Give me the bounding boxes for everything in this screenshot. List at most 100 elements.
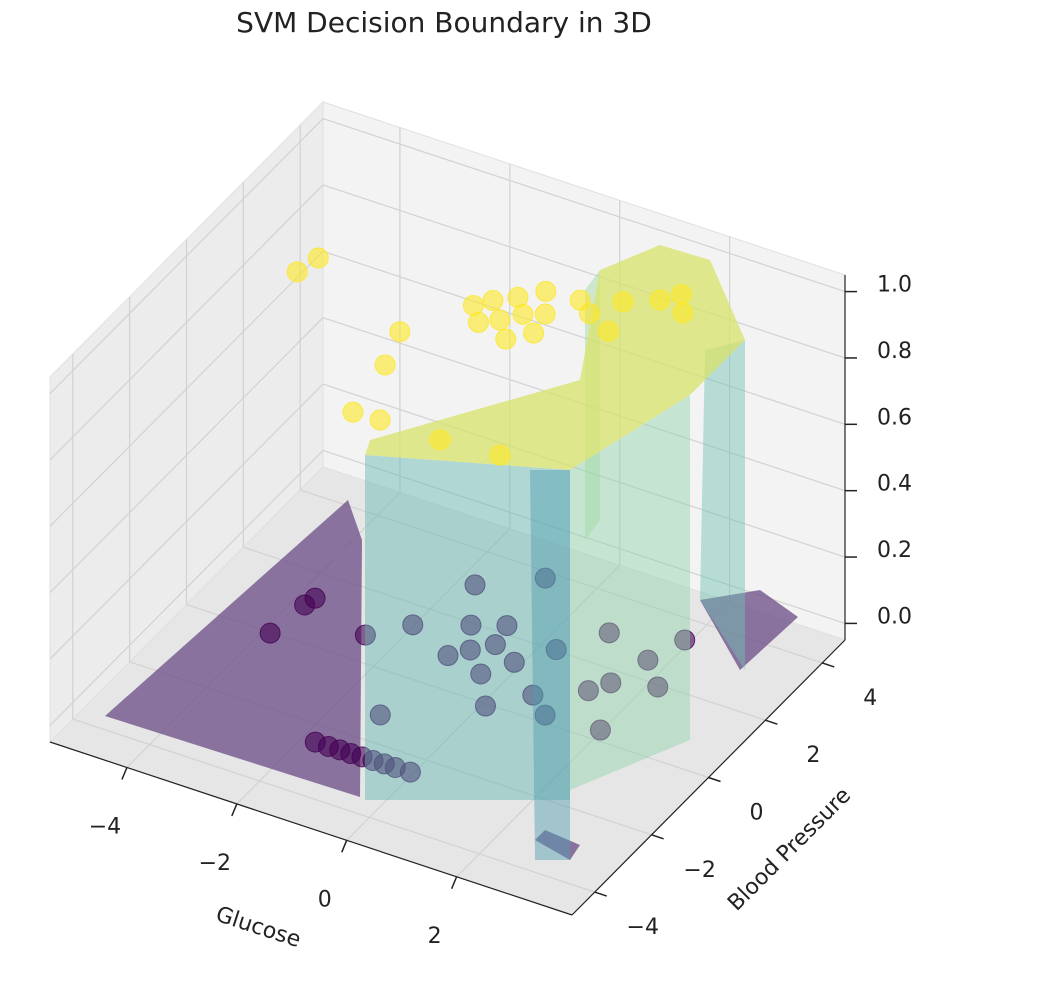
x-tick-label: 0 xyxy=(318,887,332,912)
y-axis-label: Blood Pressure xyxy=(723,783,856,916)
data-point xyxy=(482,290,504,312)
y-tick xyxy=(765,719,778,725)
data-point xyxy=(534,567,556,589)
data-point xyxy=(259,622,281,644)
data-point xyxy=(612,291,634,313)
y-tick-label: −4 xyxy=(627,915,659,940)
data-point xyxy=(598,622,620,644)
data-point xyxy=(342,401,364,423)
data-point xyxy=(429,429,451,451)
grid-line xyxy=(322,383,846,558)
grid-line xyxy=(49,118,324,395)
axes: −4 −2 0 2 −4 −2 0 2 4 0.0 0.2 0.4 0.6 0.8 1.0 xyxy=(49,273,912,949)
data-point xyxy=(577,680,599,702)
data-point xyxy=(369,409,391,431)
data-point xyxy=(374,354,396,376)
grid-line xyxy=(322,118,846,293)
data-point xyxy=(597,320,619,342)
data-point xyxy=(522,684,544,706)
data-point xyxy=(534,704,556,726)
data-point xyxy=(484,634,506,656)
data-point xyxy=(670,283,692,305)
x-tick xyxy=(341,840,348,853)
data-point xyxy=(489,444,511,466)
data-point xyxy=(674,629,696,651)
grid-line xyxy=(49,449,324,726)
surface-wall xyxy=(570,395,690,790)
grid-line xyxy=(322,250,846,425)
surface-floor-front xyxy=(535,830,580,860)
y-axis-line xyxy=(571,639,846,916)
data-point xyxy=(649,289,671,311)
y-tick-label: 0 xyxy=(750,801,764,826)
surface-wall xyxy=(700,340,745,670)
x-tick-label: −4 xyxy=(89,814,121,839)
x-tick xyxy=(121,767,128,780)
data-point xyxy=(304,587,326,609)
data-point xyxy=(437,645,459,667)
data-point xyxy=(489,309,511,331)
data-point xyxy=(399,761,421,783)
data-point xyxy=(402,614,424,636)
grid-line xyxy=(49,184,324,461)
data-point xyxy=(589,719,611,741)
grid-line xyxy=(49,250,324,527)
grid-line xyxy=(49,383,324,660)
x-tick-label: 2 xyxy=(428,924,442,949)
surface-floor xyxy=(105,500,798,860)
data-point xyxy=(459,639,481,661)
x-axis-line xyxy=(49,741,573,916)
z-tick-label: 0.6 xyxy=(877,405,912,430)
data-point xyxy=(507,286,529,308)
surface-floor-right xyxy=(700,590,798,670)
data-point xyxy=(647,676,669,698)
data-point xyxy=(307,247,329,269)
y-tick xyxy=(594,891,607,897)
data-point xyxy=(474,695,496,717)
data-point xyxy=(523,322,545,344)
surface-wall xyxy=(530,470,570,860)
z-tick-label: 0.8 xyxy=(877,339,912,364)
data-point xyxy=(495,328,517,350)
data-point xyxy=(354,624,376,646)
points-high xyxy=(286,247,694,466)
data-point xyxy=(579,303,601,325)
data-point xyxy=(470,663,492,685)
grid-line xyxy=(49,317,324,594)
data-point xyxy=(496,615,518,637)
x-tick-label: −2 xyxy=(199,851,231,876)
x-tick xyxy=(450,876,458,890)
z-tick-label: 0.0 xyxy=(877,604,912,629)
x-axis-label: Glucose xyxy=(213,902,304,953)
grid-line xyxy=(72,718,595,893)
data-point xyxy=(534,303,556,325)
y-tick-label: 2 xyxy=(806,743,820,768)
data-point xyxy=(503,651,525,673)
data-point xyxy=(535,280,557,302)
surface-walls xyxy=(365,270,745,860)
z-tick-label: 0.4 xyxy=(877,472,912,497)
y-tick xyxy=(822,662,835,668)
z-tick-label: 0.2 xyxy=(877,538,912,563)
data-point xyxy=(460,614,482,636)
data-point xyxy=(462,294,484,316)
surface-wall xyxy=(365,455,570,800)
z-tick-label: 1.0 xyxy=(877,273,912,298)
data-point xyxy=(637,649,659,671)
y-tick-label: −2 xyxy=(683,858,715,883)
chart-title: SVM Decision Boundary in 3D xyxy=(236,6,652,39)
y-tick xyxy=(708,776,721,783)
data-point xyxy=(464,574,486,596)
grid-line xyxy=(322,184,846,359)
y-tick-label: 4 xyxy=(863,686,877,711)
data-point xyxy=(286,261,308,283)
data-point xyxy=(389,321,411,343)
data-point xyxy=(369,704,391,726)
data-point xyxy=(545,639,567,661)
y-tick xyxy=(651,834,664,840)
data-point xyxy=(600,672,622,694)
data-point xyxy=(672,302,694,324)
points-low xyxy=(259,567,696,783)
x-tick xyxy=(231,803,238,817)
